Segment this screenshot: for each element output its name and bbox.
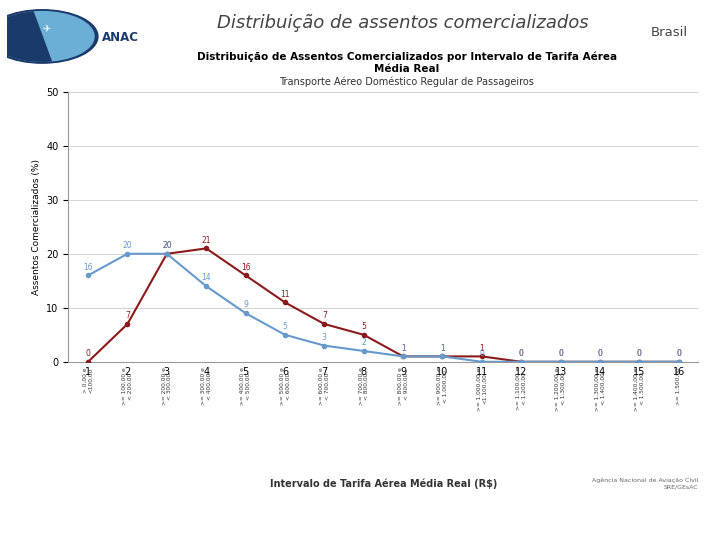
Text: >= 300,00 e
< 400,00: >= 300,00 e < 400,00 <box>201 367 212 405</box>
Text: > 0,00 e
<100,00: > 0,00 e <100,00 <box>83 367 94 393</box>
Circle shape <box>0 10 98 63</box>
Text: >= 1.500,00: >= 1.500,00 <box>676 367 681 405</box>
Text: >= 700,00 e
< 800,00: >= 700,00 e < 800,00 <box>359 367 369 405</box>
Text: 20: 20 <box>162 241 171 250</box>
Text: 0: 0 <box>519 349 523 358</box>
Text: Distribuição de Assentos Comercializados por Intervalo de Tarifa Aérea: Distribuição de Assentos Comercializados… <box>197 51 617 62</box>
Text: 0: 0 <box>598 349 603 358</box>
Text: >= 1.300,00 e
< 1.400,00: >= 1.300,00 e < 1.400,00 <box>595 367 606 410</box>
Text: >= 1.200,00 e
< 1.300,00: >= 1.200,00 e < 1.300,00 <box>555 367 566 410</box>
Text: 11: 11 <box>280 289 289 299</box>
Text: 5: 5 <box>282 322 287 331</box>
Text: 16: 16 <box>240 262 251 272</box>
Text: >= 1.000,00 e
<1.100,00: >= 1.000,00 e <1.100,00 <box>477 367 487 410</box>
Text: 0: 0 <box>519 349 523 358</box>
Text: 20: 20 <box>162 241 171 250</box>
Wedge shape <box>0 12 51 61</box>
Text: 1: 1 <box>440 343 445 353</box>
Text: 0: 0 <box>86 349 91 358</box>
Text: 21: 21 <box>202 235 211 245</box>
Text: >= 400,00 e
< 500,00: >= 400,00 e < 500,00 <box>240 367 251 405</box>
Text: 0: 0 <box>676 349 681 358</box>
Text: Transporte Aéreo Doméstico Regular de Passageiros: Transporte Aéreo Doméstico Regular de Pa… <box>279 77 534 87</box>
Text: >= 900,00 e
< 1.000,00: >= 900,00 e < 1.000,00 <box>437 367 448 405</box>
Text: 0: 0 <box>676 349 681 358</box>
Text: 3: 3 <box>322 333 327 342</box>
Text: 0: 0 <box>637 349 642 358</box>
Text: Média Real: Média Real <box>374 64 439 74</box>
Text: 0: 0 <box>558 349 563 358</box>
Text: 7: 7 <box>125 311 130 320</box>
Text: ✈: ✈ <box>42 24 50 34</box>
Text: 7: 7 <box>322 311 327 320</box>
Text: >= 500,00 e
< 600,00: >= 500,00 e < 600,00 <box>279 367 290 405</box>
Text: Distribuição de assentos comercializados: Distribuição de assentos comercializados <box>217 14 589 31</box>
Text: >= 800,00 e
< 900,00: >= 800,00 e < 900,00 <box>397 367 408 405</box>
Text: 16: 16 <box>84 262 93 272</box>
Text: Brasil: Brasil <box>650 26 688 39</box>
Text: >= 1.400,00 e
< 1.500,00: >= 1.400,00 e < 1.500,00 <box>634 367 644 410</box>
Text: 2: 2 <box>361 338 366 347</box>
Text: 1: 1 <box>480 343 485 353</box>
Text: 1: 1 <box>440 343 445 353</box>
Text: 1: 1 <box>401 343 405 353</box>
Text: 0: 0 <box>558 349 563 358</box>
Text: 14: 14 <box>202 273 211 282</box>
Text: ANAC: ANAC <box>102 31 139 44</box>
Y-axis label: Assentos Comercializados (%): Assentos Comercializados (%) <box>32 159 41 295</box>
Text: Agência Nacional de Aviação Civil
SRE/GEsAC: Agência Nacional de Aviação Civil SRE/GE… <box>592 478 698 489</box>
Text: >= 100,00 e
< 200,00: >= 100,00 e < 200,00 <box>122 367 133 405</box>
Text: 9: 9 <box>243 300 248 309</box>
Text: >= 200,00 e
< 300,00: >= 200,00 e < 300,00 <box>161 367 172 405</box>
Text: 0: 0 <box>598 349 603 358</box>
Text: >= 1.100,00 e
< 1.200,00: >= 1.100,00 e < 1.200,00 <box>516 367 526 410</box>
Text: 1: 1 <box>401 343 405 353</box>
Text: 0: 0 <box>637 349 642 358</box>
Text: >= 600,00 e
< 700,00: >= 600,00 e < 700,00 <box>319 367 330 405</box>
Circle shape <box>0 11 94 62</box>
Text: 20: 20 <box>122 241 132 250</box>
Text: 5: 5 <box>361 322 366 331</box>
Text: 0: 0 <box>480 349 485 358</box>
Text: SUPERINTENDÊNCIA DE REGULAÇÃO ECONÔMICA E ACOMPANHAMENTO DE MERCADO: SUPERINTENDÊNCIA DE REGULAÇÃO ECONÔMICA … <box>110 518 610 530</box>
Text: Intervalo de Tarifa Aérea Média Real (R$): Intervalo de Tarifa Aérea Média Real (R$… <box>270 478 497 489</box>
